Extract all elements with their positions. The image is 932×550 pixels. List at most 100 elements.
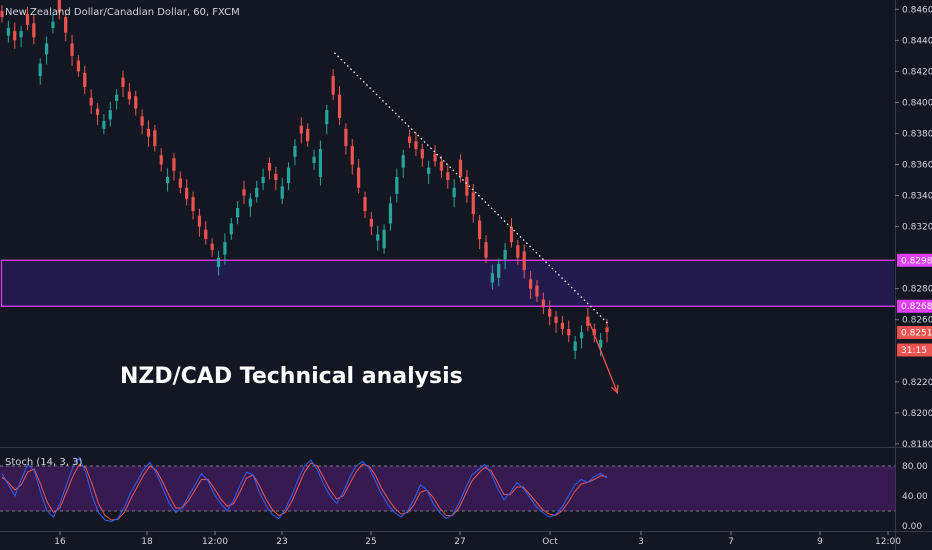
candle-body — [146, 128, 151, 137]
candle-body — [344, 128, 348, 146]
candle-body — [369, 218, 373, 227]
candle-body — [337, 94, 342, 118]
candle-body — [528, 279, 533, 289]
candle-body — [318, 149, 323, 177]
candle-body — [465, 176, 469, 196]
stoch-band — [0, 466, 895, 511]
candle-body — [497, 263, 501, 278]
candle-body — [223, 242, 227, 255]
candle-body — [70, 43, 74, 56]
candle-body — [204, 229, 208, 240]
time-tick-label: 18 — [141, 537, 153, 547]
candle-body — [159, 155, 163, 165]
candle-body — [57, 0, 61, 13]
zone-fill — [1, 260, 894, 307]
candle-body — [414, 141, 418, 149]
chart-title: New Zealand Dollar/Canadian Dollar, 60, … — [5, 7, 240, 18]
candle-body — [560, 322, 565, 330]
candle-body — [605, 327, 609, 333]
candle-body — [439, 161, 444, 171]
stoch-tick-label: 0.00 — [902, 522, 922, 532]
candle-body — [51, 21, 55, 28]
candle-body — [140, 116, 144, 126]
candle-body — [121, 77, 125, 87]
candle-body — [471, 192, 475, 215]
time-tick-label: 12:00 — [875, 537, 901, 547]
candle-body — [248, 198, 252, 207]
time-tick-label: 27 — [454, 537, 465, 547]
candle-body — [592, 329, 596, 336]
candle-body — [484, 242, 488, 258]
candle-body — [172, 158, 176, 171]
candle-body — [522, 251, 526, 271]
time-tick-label: 16 — [54, 537, 66, 547]
candle-body — [503, 249, 507, 260]
candle-body — [197, 215, 202, 227]
candle-body — [153, 130, 157, 146]
candle-body — [401, 155, 405, 168]
price-tick-label: 0.81800 — [902, 440, 932, 450]
candle-body — [573, 341, 577, 351]
time-axis[interactable]: 16 18 12:00 23 25 27 Oct 3 7 9 12:00 — [54, 531, 901, 547]
candle-body — [382, 229, 386, 249]
candle-body — [350, 145, 354, 165]
candle-body — [108, 110, 112, 120]
annotation-text: NZD/CAD Technical analysis — [120, 364, 463, 389]
stoch-d-line — [1, 462, 608, 521]
candle-body — [446, 172, 450, 181]
candle-body — [363, 197, 367, 212]
candle-body — [535, 285, 539, 297]
candle-body — [586, 316, 590, 326]
candlestick-series — [0, 0, 609, 360]
time-tick-label: 23 — [276, 537, 287, 547]
candle-body — [191, 197, 195, 212]
candle-body — [299, 125, 303, 134]
candle-body — [44, 43, 49, 55]
candle-body — [6, 27, 10, 36]
candle-body — [236, 207, 240, 218]
candle-body — [274, 173, 278, 181]
price-badge-label: 0.82518 — [901, 328, 932, 338]
candle-body — [306, 128, 310, 142]
candle-body — [516, 245, 520, 258]
candle-body — [127, 91, 131, 100]
resistance-zone — [0, 259, 895, 307]
candle-body — [255, 187, 259, 198]
price-badge — [897, 299, 932, 313]
arrow-head — [611, 384, 619, 395]
price-badges: 0.82983 0.82687 0.82518 31:15 — [897, 253, 932, 357]
candle-body — [261, 176, 265, 184]
candle-body — [452, 187, 456, 198]
candle-body — [427, 167, 431, 174]
projection-arrow[interactable] — [589, 322, 619, 395]
stoch-tick-label: 40.00 — [902, 492, 928, 502]
candle-body — [64, 17, 68, 33]
candle-body — [554, 316, 558, 323]
candle-body — [229, 223, 233, 235]
candle-body — [210, 243, 214, 250]
candle-body — [579, 332, 584, 339]
candle-body — [599, 339, 603, 348]
trendline[interactable] — [334, 52, 610, 325]
candle-body — [286, 167, 291, 184]
stoch-label: Stoch (14, 3, 3) — [5, 457, 82, 468]
candle-body — [509, 226, 514, 243]
time-tick-label: 12:00 — [202, 537, 228, 547]
candle-body — [331, 76, 335, 95]
candle-body — [478, 220, 482, 240]
candle-body — [134, 96, 138, 109]
trendline-path — [334, 52, 610, 325]
